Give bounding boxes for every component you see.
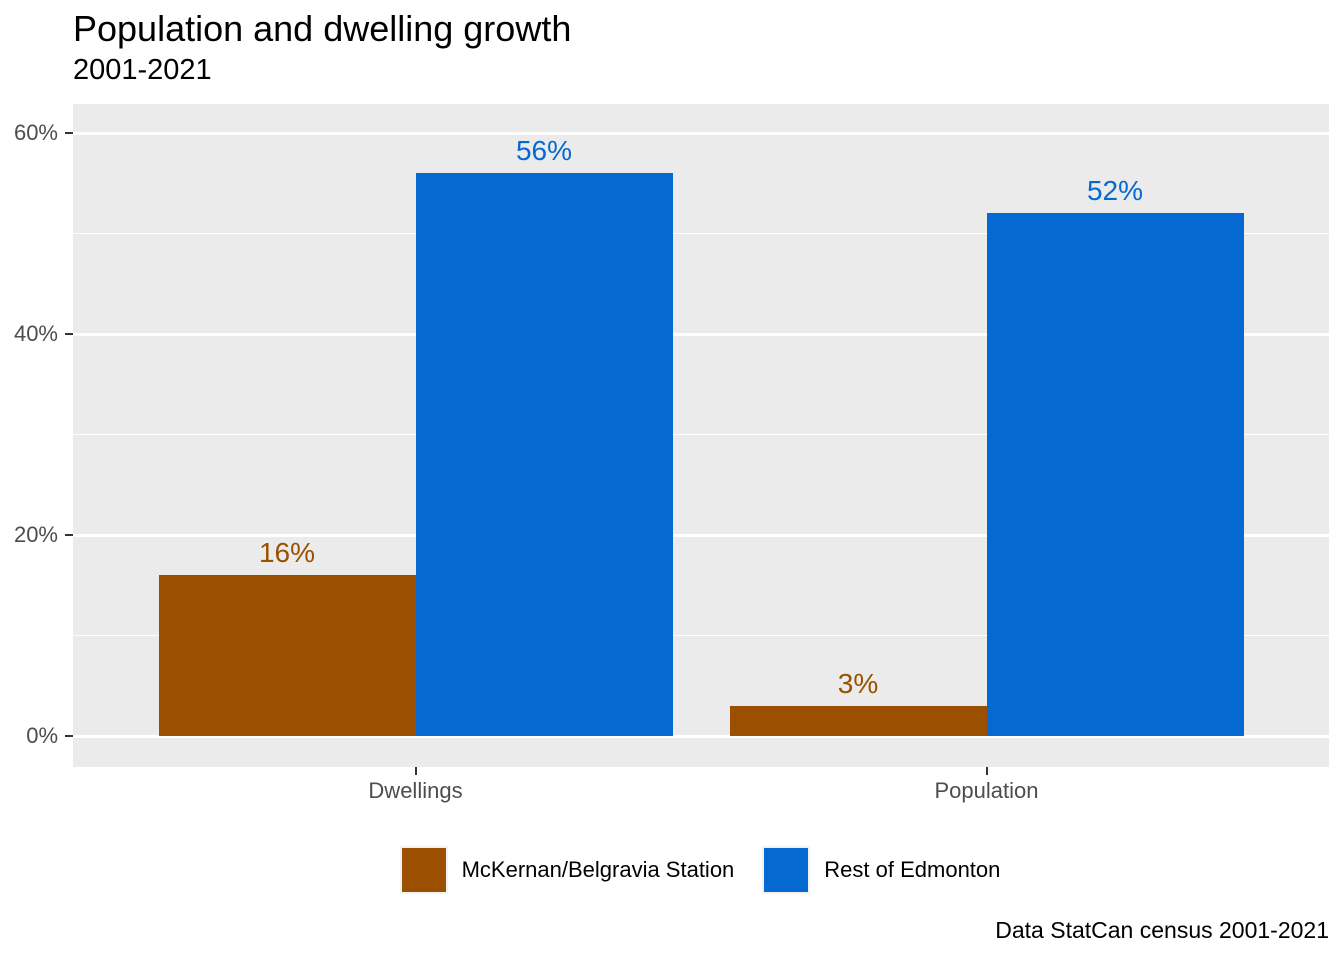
gridline-major-0 [73,735,1329,738]
y-tick-60 [65,132,73,134]
bar-value-label-rest-of-edmonton-dwellings: 56% [515,135,573,167]
legend-swatch-rest-of-edmonton [764,848,809,892]
bar-value-label-mckernan-belgravia-station-population: 3% [837,667,879,699]
legend-item-rest-of-edmonton: Rest of Edmonton [764,848,1000,892]
legend-label-rest-of-edmonton: Rest of Edmonton [824,857,1001,882]
chart-subtitle: 2001-2021 [73,54,212,86]
x-tick-dwellings [414,767,417,775]
bar-mckernan-belgravia-station-population [729,705,987,736]
gridline-major-20 [73,534,1329,537]
y-axis-label-60: 60% [13,120,58,145]
bar-mckernan-belgravia-station-dwellings [158,575,416,736]
bar-rest-of-edmonton-population [986,213,1244,736]
bar-value-label-mckernan-belgravia-station-dwellings: 16% [258,537,316,569]
bar-value-label-rest-of-edmonton-population: 52% [1086,175,1144,207]
y-tick-20 [65,534,73,536]
y-axis-label-40: 40% [13,321,58,346]
x-axis-label-population: Population [934,778,1039,803]
legend-item-mckernan-belgravia-station: McKernan/Belgravia Station [401,848,735,892]
gridline-minor-10 [73,634,1329,636]
bar-rest-of-edmonton-dwellings [415,173,673,736]
y-axis-label-0: 0% [26,723,58,748]
gridline-minor-50 [73,232,1329,234]
gridline-major-40 [73,333,1329,336]
x-tick-population [985,767,988,775]
gridline-major-60 [73,132,1329,135]
y-axis-label-20: 20% [13,522,58,547]
gridline-minor-30 [73,433,1329,435]
y-tick-40 [65,333,73,335]
chart-title: Population and dwelling growth [73,8,572,49]
plot-panel: 16% 3% 56% 52% [73,104,1329,767]
y-tick-0 [65,735,73,737]
legend-label-mckernan-belgravia-station: McKernan/Belgravia Station [461,857,735,882]
legend: McKernan/Belgravia Station Rest of Edmon… [73,848,1329,892]
legend-swatch-mckernan-belgravia-station [401,848,446,892]
chart-caption: Data StatCan census 2001-2021 [995,917,1329,943]
x-axis-label-dwellings: Dwellings [368,778,463,803]
